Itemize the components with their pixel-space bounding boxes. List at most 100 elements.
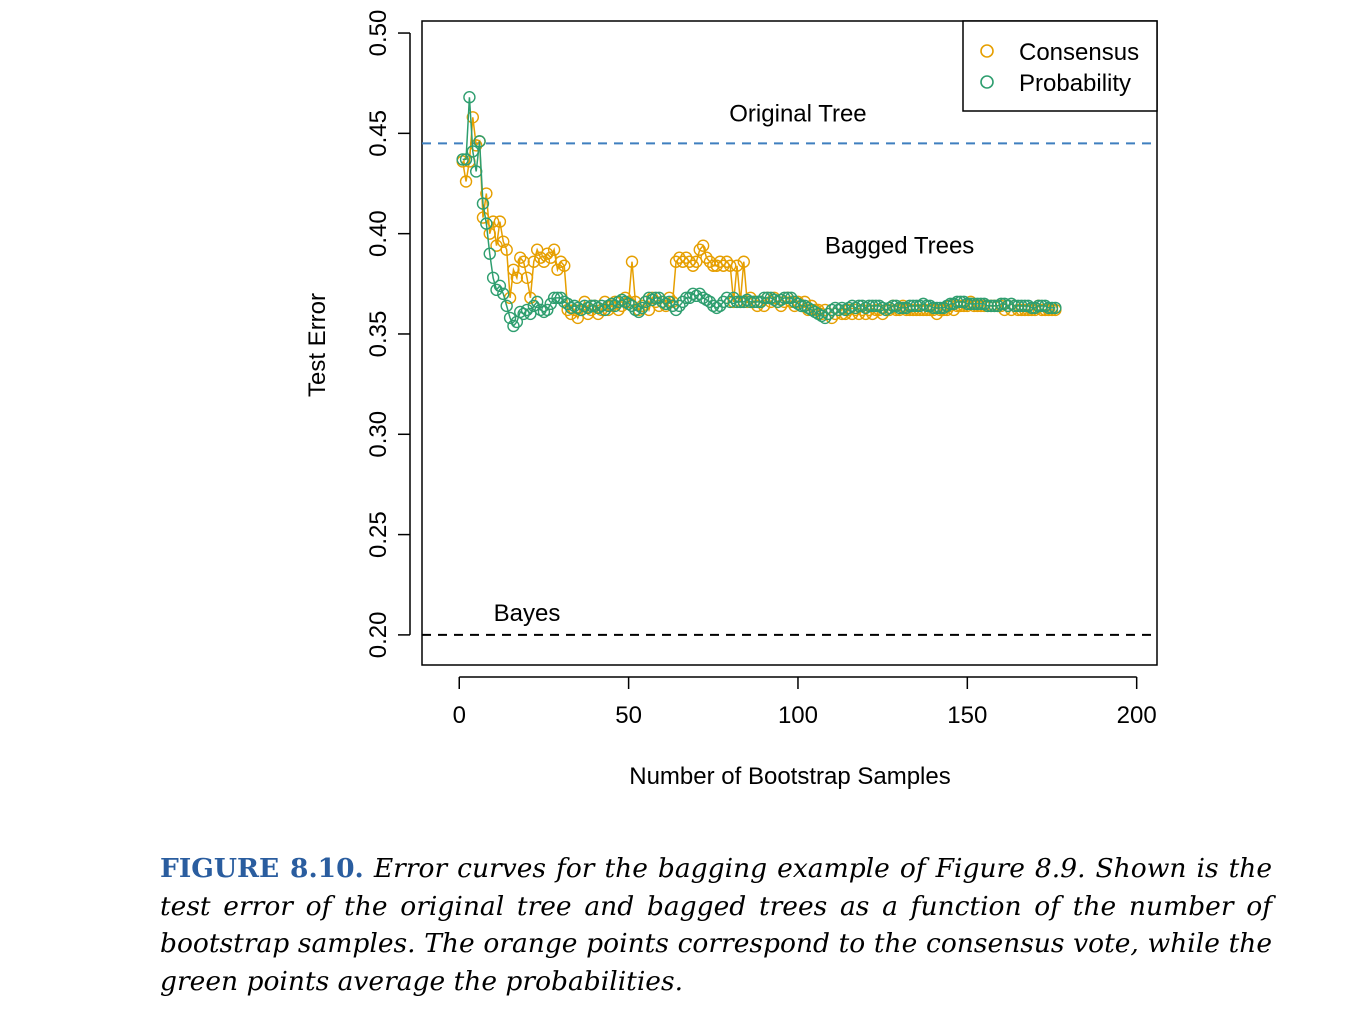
series-layer — [456, 91, 1062, 333]
data-point — [537, 255, 551, 268]
data-point — [635, 301, 649, 315]
y-tick-label: 0.50 — [365, 10, 392, 57]
data-point — [683, 255, 696, 268]
data-point — [707, 259, 720, 272]
chart: 0 50 100 150 200 0.20 0.25 0.30 0.35 0.40 0.45 0.5… — [304, 10, 1158, 790]
data-point — [473, 135, 486, 148]
data-point — [476, 197, 490, 210]
data-point — [696, 239, 710, 252]
data-point — [676, 295, 690, 309]
data-point — [534, 251, 547, 264]
data-point — [500, 243, 513, 256]
data-point — [724, 295, 737, 309]
x-tick-label: 150 — [947, 702, 987, 729]
data-point — [456, 153, 469, 166]
series-line — [461, 117, 1056, 320]
legend: Consensus Probability — [962, 20, 1158, 112]
data-point — [503, 311, 517, 325]
data-point — [1011, 299, 1025, 313]
data-point — [744, 295, 757, 309]
data-point — [480, 217, 493, 230]
series-line — [462, 97, 1056, 328]
data-point — [852, 299, 866, 313]
data-point — [459, 175, 473, 188]
y-tick-label: 0.45 — [365, 110, 392, 157]
x-axis: 0 50 100 150 200 — [453, 676, 1157, 729]
data-point — [541, 303, 554, 317]
data-point — [463, 91, 476, 104]
x-axis-label: Number of Bootstrap Samples — [629, 763, 950, 790]
x-tick-label: 100 — [778, 702, 818, 729]
data-point — [551, 291, 564, 305]
annotation-layer: Original Tree Bayes Bagged Trees — [494, 100, 975, 627]
data-point — [459, 153, 473, 166]
data-point — [649, 291, 662, 305]
data-point — [781, 291, 795, 305]
data-point — [493, 279, 507, 293]
data-point — [1045, 301, 1059, 315]
original-tree-label: Original Tree — [729, 100, 866, 127]
y-axis: 0.20 0.25 0.30 0.35 0.40 0.45 0.50 — [365, 10, 411, 659]
data-point — [517, 307, 530, 321]
bagged-trees-label: Bagged Trees — [825, 233, 974, 260]
data-point — [490, 283, 503, 297]
y-tick-label: 0.30 — [365, 411, 392, 458]
data-point — [486, 215, 500, 228]
data-point — [632, 305, 645, 319]
data-point — [669, 303, 683, 317]
data-point — [703, 255, 717, 268]
data-point — [483, 247, 496, 260]
data-point — [964, 297, 977, 311]
figure-caption: FIGURE 8.10. Error curves for the baggin… — [160, 850, 1272, 1000]
data-point — [510, 271, 524, 284]
data-point — [981, 299, 994, 313]
data-point — [910, 299, 923, 313]
data-point — [517, 255, 530, 268]
y-tick-label: 0.40 — [365, 210, 392, 257]
data-point — [497, 287, 510, 301]
data-point — [927, 301, 940, 315]
data-point — [466, 111, 480, 124]
data-point — [507, 319, 520, 333]
data-point — [1049, 301, 1062, 315]
data-point — [700, 251, 713, 264]
caption-label: FIGURE 8.10. — [160, 853, 364, 884]
legend-marker-consensus — [980, 44, 994, 58]
data-point — [961, 297, 974, 311]
data-point — [507, 263, 520, 276]
data-point — [486, 271, 500, 284]
data-point — [751, 299, 764, 313]
legend-marker-probability — [980, 75, 994, 89]
data-point — [967, 297, 981, 311]
data-point — [541, 247, 554, 260]
data-point — [625, 255, 639, 268]
data-point — [673, 299, 686, 313]
data-point — [466, 145, 480, 158]
y-tick-label: 0.20 — [365, 612, 392, 659]
data-point — [520, 271, 534, 284]
caption-text: Error curves for the bagging example of … — [160, 853, 1272, 997]
data-point — [500, 299, 513, 313]
data-point — [469, 139, 483, 152]
legend-box — [962, 20, 1158, 112]
data-point — [551, 263, 564, 276]
data-point — [666, 295, 679, 309]
series-probability — [456, 91, 1062, 333]
y-tick-label: 0.25 — [365, 511, 392, 558]
data-point — [1042, 301, 1055, 315]
y-tick-label: 0.35 — [365, 311, 392, 358]
data-point — [527, 255, 540, 268]
reference-lines — [422, 142, 1157, 636]
data-point — [724, 259, 737, 272]
y-axis-label: Test Error — [304, 293, 331, 397]
data-point — [527, 299, 540, 313]
data-point — [1008, 299, 1021, 313]
data-point — [798, 295, 811, 309]
legend-label-consensus: Consensus — [1019, 39, 1139, 66]
plot-frame — [421, 20, 1158, 666]
data-point — [554, 255, 568, 268]
data-point — [558, 259, 571, 272]
data-point — [734, 295, 747, 309]
data-point — [469, 165, 483, 178]
data-point — [994, 297, 1008, 311]
